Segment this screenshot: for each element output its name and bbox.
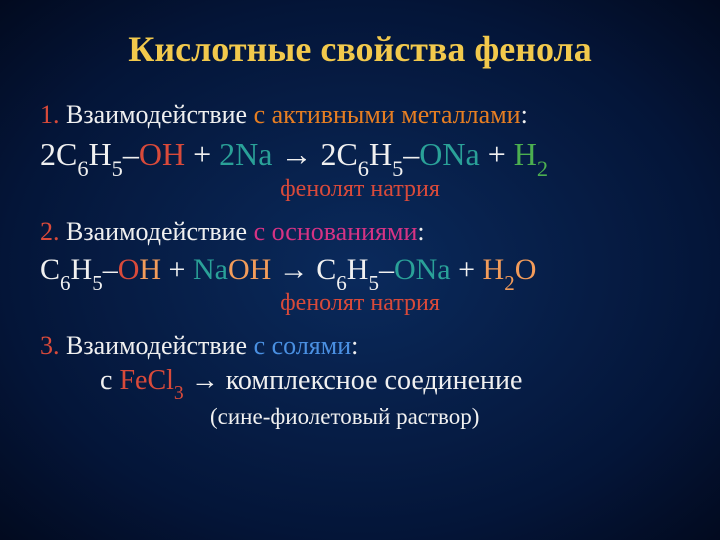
slide-container: Кислотные свойства фенола 1. Взаимодейст… [0,0,720,540]
f1-p3: 2C [320,136,357,172]
f3-feclsub: 3 [174,383,184,404]
f2-s4: 5 [368,271,379,295]
section-1-suffix: с активными металлами [254,100,521,129]
f2-plus: + [161,253,193,286]
f1-oh: ОН [139,136,185,172]
f1-p1: 2C [40,136,77,172]
formula-2: C6H5–ОН + NaOH → C6H5–ОNa + H2O [40,253,680,292]
f1-s1: 6 [77,156,88,181]
f1-p4: H [369,136,392,172]
f2-d2: – [379,253,394,286]
f2-na: Na [193,253,228,286]
section-3-note: (сине-фиолетовый раствор) [210,404,680,430]
f2-s1: 6 [60,271,71,295]
section-2-suffix: с основаниями [254,217,418,246]
f1-arrow: → [272,136,320,172]
f2-s2: 5 [92,271,103,295]
f2-o2: O [515,253,537,286]
f1-s3: 6 [358,156,369,181]
f3-s: с [100,365,119,396]
section-2-colon: : [417,217,424,246]
f2-ona: ОNa [394,253,451,286]
section-3-colon: : [351,331,358,360]
f2-h2: H [483,253,505,286]
f2-s3: 6 [336,271,347,295]
section-1-heading: 1. Взаимодействие с активными металлами: [40,100,680,130]
f2-plus2: + [451,253,483,286]
section-1-prefix: Взаимодействие [66,100,254,129]
f2-o: О [118,253,140,286]
f3-fecl: FeCl [119,365,173,396]
f1-d2: – [403,136,419,172]
f2-oh2: OH [228,253,271,286]
f1-ona: ОNa [419,136,479,172]
section-1-colon: : [521,100,528,129]
f2-h1: Н [139,253,161,286]
f1-h: H [514,136,537,172]
f2-p2: H [71,253,93,286]
f1-s5: 2 [537,156,548,181]
f1-plus2: + [480,136,514,172]
section-2-num: 2. [40,217,66,246]
f3-complex: комплексное соединение [226,365,523,396]
f2-s5: 2 [504,271,515,295]
f2-arrow: → [271,253,316,286]
section-2-heading: 2. Взаимодействие с основаниями: [40,217,680,247]
f1-d1: – [123,136,139,172]
f1-na: 2Na [219,136,272,172]
section-1-num: 1. [40,100,66,129]
f1-s4: 5 [392,156,403,181]
section-3-num: 3. [40,331,66,360]
section-3-heading: 3. Взаимодействие с солями: [40,331,680,361]
f1-s2: 5 [112,156,123,181]
formula-1: 2C6H5–ОН + 2Na → 2C6H5–ОNa + H2 [40,136,680,178]
f2-p1: C [40,253,60,286]
slide-title: Кислотные свойства фенола [40,28,680,70]
f1-plus: + [185,136,219,172]
f3-arrow: → [184,365,226,396]
f2-d1: – [103,253,118,286]
f2-p3: C [316,253,336,286]
section-3-formula: с FeCl3 → комплексное соединение [100,365,680,402]
section-3-prefix: Взаимодействие [66,331,254,360]
section-3-suffix: с солями [254,331,352,360]
f1-p2: H [89,136,112,172]
caption-2: фенолят натрия [40,290,680,317]
f2-p4: H [347,253,369,286]
section-2-prefix: Взаимодействие [66,217,254,246]
